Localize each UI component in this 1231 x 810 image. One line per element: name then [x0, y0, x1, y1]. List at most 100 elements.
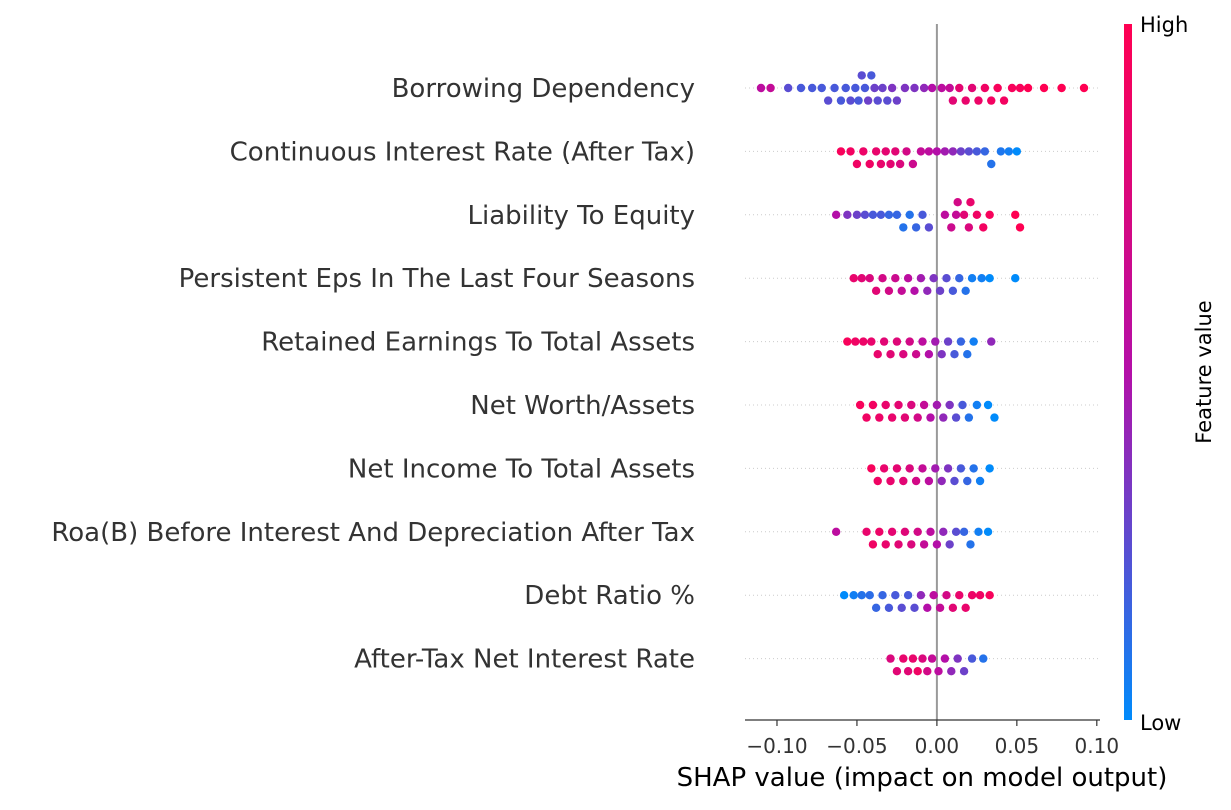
data-point: [854, 96, 863, 105]
data-point: [884, 210, 894, 219]
data-point: [873, 96, 882, 105]
data-point: [862, 413, 871, 422]
data-point: [916, 147, 926, 156]
data-point: [1012, 147, 1022, 156]
data-point: [1011, 210, 1020, 219]
data-point: [969, 337, 978, 346]
data-point: [899, 476, 908, 486]
feature-label: Roa(B) Before Interest And Depreciation …: [51, 518, 695, 548]
data-point: [931, 464, 940, 473]
data-point: [1079, 83, 1089, 93]
data-point: [843, 337, 852, 346]
data-point: [940, 654, 950, 663]
data-point: [955, 83, 964, 93]
data-point: [987, 159, 996, 169]
data-point: [836, 96, 846, 105]
data-point: [903, 667, 913, 676]
data-point: [967, 591, 977, 600]
data-point: [851, 337, 860, 346]
data-point: [894, 540, 903, 549]
data-point: [940, 210, 950, 219]
data-point: [919, 400, 929, 410]
data-point: [940, 147, 950, 156]
data-point: [943, 464, 953, 473]
data-point: [884, 603, 894, 612]
data-point: [876, 210, 886, 219]
data-point: [932, 400, 942, 410]
data-point: [942, 274, 951, 283]
data-point: [831, 527, 841, 536]
data-point: [908, 654, 918, 663]
feature-label: Borrowing Dependency: [392, 74, 695, 104]
data-point: [948, 603, 958, 612]
data-point: [1004, 147, 1014, 156]
data-point: [932, 147, 942, 156]
data-point: [918, 654, 927, 663]
data-point: [939, 413, 948, 422]
data-point: [980, 147, 990, 156]
data-point: [966, 540, 975, 549]
data-point: [891, 591, 900, 600]
data-point: [924, 147, 934, 156]
data-point: [924, 476, 934, 486]
data-point: [860, 210, 870, 219]
data-point: [951, 527, 961, 536]
data-point: [956, 464, 966, 473]
data-point: [879, 337, 889, 346]
data-point: [887, 83, 897, 93]
feature-label: Net Income To Total Assets: [348, 454, 695, 484]
data-point: [756, 83, 766, 93]
data-point: [865, 274, 874, 283]
data-point: [899, 223, 908, 232]
x-tick-label: −0.05: [826, 734, 887, 758]
data-point: [929, 591, 938, 600]
data-point: [859, 147, 868, 156]
data-point: [875, 413, 884, 422]
data-point: [867, 464, 876, 473]
data-point: [919, 540, 929, 549]
data-point: [919, 83, 929, 93]
data-point: [839, 591, 849, 600]
data-point: [947, 223, 956, 232]
data-point: [899, 350, 908, 359]
data-point: [910, 603, 919, 612]
data-points: [756, 71, 1089, 676]
data-point: [852, 159, 862, 169]
data-point: [975, 476, 985, 486]
data-point: [878, 591, 887, 600]
data-point: [916, 274, 926, 283]
data-point: [956, 337, 966, 346]
data-point: [865, 159, 874, 169]
data-point: [1015, 223, 1025, 232]
data-point: [942, 591, 951, 600]
data-point: [967, 654, 977, 663]
data-point: [907, 540, 916, 549]
data-point: [911, 350, 921, 359]
data-point: [900, 83, 910, 93]
data-point: [823, 96, 833, 105]
data-point: [892, 337, 902, 346]
data-point: [923, 603, 932, 612]
data-point: [979, 654, 988, 663]
data-point: [892, 210, 902, 219]
data-point: [905, 337, 914, 346]
data-point: [964, 223, 974, 232]
data-point: [987, 337, 996, 346]
data-point: [911, 476, 921, 486]
data-point: [900, 413, 910, 422]
data-point: [977, 274, 986, 283]
data-point: [886, 159, 895, 169]
feature-labels: Borrowing Dependency Continuous Interest …: [51, 74, 695, 675]
data-point: [927, 654, 937, 663]
data-point: [963, 476, 972, 486]
data-point: [924, 223, 934, 232]
data-point: [975, 591, 985, 600]
data-point: [969, 464, 978, 473]
data-point: [972, 210, 982, 219]
data-point: [937, 83, 946, 93]
data-point: [935, 603, 945, 612]
data-point: [918, 464, 927, 473]
data-point: [868, 400, 878, 410]
data-point: [948, 96, 958, 105]
x-axis: −0.10 −0.05 0.00 0.05 0.10: [745, 719, 1119, 758]
